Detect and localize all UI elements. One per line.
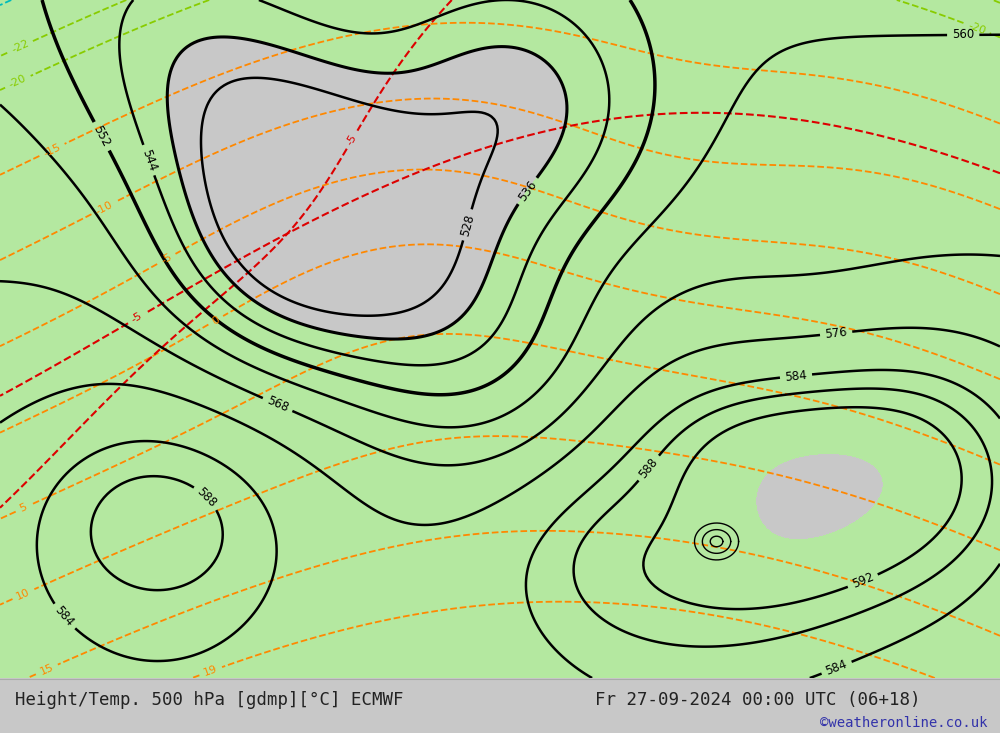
Text: 584: 584: [52, 604, 76, 630]
Text: 592: 592: [850, 571, 876, 592]
Text: ©weatheronline.co.uk: ©weatheronline.co.uk: [820, 716, 988, 730]
Text: 536: 536: [516, 178, 539, 204]
Text: 544: 544: [139, 147, 159, 173]
Text: 15: 15: [38, 662, 55, 677]
Text: Fr 27-09-2024 00:00 UTC (06+18): Fr 27-09-2024 00:00 UTC (06+18): [595, 691, 920, 709]
Text: 568: 568: [265, 394, 290, 415]
Text: Height/Temp. 500 hPa [gdmp][°C] ECMWF: Height/Temp. 500 hPa [gdmp][°C] ECMWF: [15, 691, 404, 709]
Text: 560: 560: [952, 29, 974, 42]
Text: -15: -15: [42, 141, 62, 158]
Text: 588: 588: [194, 485, 219, 510]
Text: -5: -5: [345, 133, 359, 147]
Text: 584: 584: [784, 369, 808, 383]
Text: -5: -5: [130, 311, 144, 325]
Text: -20: -20: [966, 20, 987, 36]
Text: -22: -22: [10, 39, 30, 55]
Text: -20: -20: [8, 73, 28, 90]
Text: 588: 588: [637, 455, 661, 481]
Text: 0: 0: [210, 314, 221, 326]
Text: 552: 552: [91, 123, 113, 149]
Text: 576: 576: [824, 325, 848, 341]
Text: 584: 584: [824, 658, 849, 678]
Text: 528: 528: [458, 213, 477, 237]
Text: 19: 19: [202, 664, 219, 678]
Text: 5: 5: [18, 502, 29, 514]
Text: 10: 10: [15, 586, 32, 602]
Text: -5: -5: [159, 252, 174, 266]
Text: -10: -10: [94, 199, 114, 216]
